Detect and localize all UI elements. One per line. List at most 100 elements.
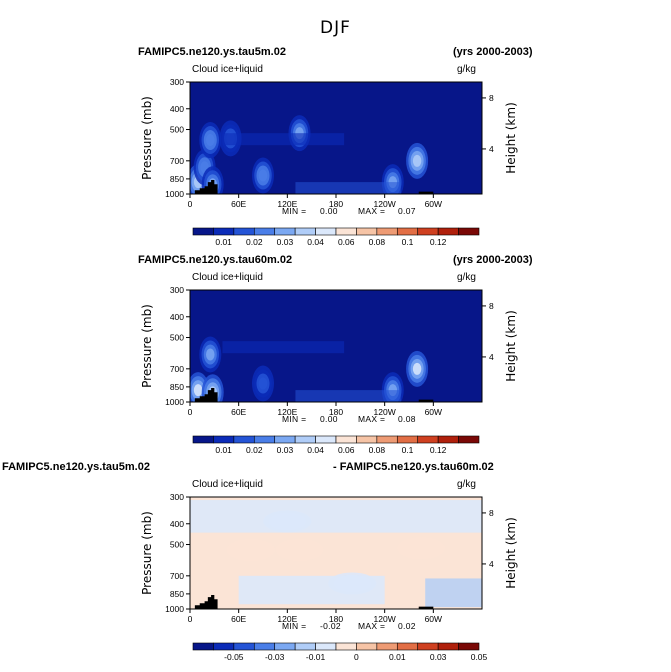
colorbar-swatch	[253, 227, 276, 236]
x-tick-label: 60W	[425, 199, 442, 209]
colorbar-swatch	[376, 435, 398, 444]
topography-andes	[418, 191, 434, 194]
x-tick-label: 120W	[374, 199, 396, 209]
x-tick-label: 120E	[277, 199, 297, 209]
panel-subtitle: Cloud ice+liquid	[192, 272, 263, 283]
colorbar-label: 0.08	[369, 237, 386, 247]
y-tick-label: 500	[170, 540, 184, 550]
colorbar-label: 0.06	[338, 237, 355, 247]
colorbar-swatch	[253, 642, 276, 651]
cloud-feature-0	[193, 384, 203, 397]
x-tick-label: 0	[188, 407, 193, 417]
max-value: 0.02	[398, 621, 416, 631]
mid-cloud-band	[222, 341, 345, 354]
panel-title-left: FAMIPC5.ne120.ys.tau60m.02	[138, 254, 293, 266]
y-axis-label: Pressure (mb)	[140, 96, 154, 180]
colorbar-label: 0.12	[430, 237, 447, 247]
colorbar-swatch	[356, 435, 378, 444]
panel-1: 300 400 500 700 850 1000 8 4 0 60E 120E 180 120W 60W P…	[140, 77, 518, 247]
colorbar-swatch	[458, 227, 480, 236]
max-label: MAX =	[358, 206, 386, 216]
colorbar-swatch	[213, 227, 235, 236]
colorbar-label: 0	[354, 652, 359, 662]
colorbar-label: -0.03	[265, 652, 285, 662]
x-tick-label: 180	[329, 199, 343, 209]
colorbar-label: 0.01	[389, 652, 406, 662]
x-tick-label: 60E	[231, 614, 246, 624]
cloud-feature-8	[412, 154, 422, 167]
colorbar-swatch	[396, 227, 419, 236]
colorbar-label: 0.06	[338, 445, 355, 455]
cloud-feature-2	[206, 134, 215, 147]
y-right-tick-label: 8	[489, 93, 494, 103]
y-right-axis-label: Height (km)	[504, 517, 518, 588]
y-tick-label: 400	[170, 312, 184, 322]
max-value: 0.08	[398, 414, 416, 424]
panel-3: 300 400 500 700 850 1000 8 4 0 60E 120E 180 120W 60W P…	[140, 492, 518, 662]
colorbar-swatch	[192, 435, 214, 444]
y-tick-label: 500	[170, 333, 184, 343]
colorbar-swatch	[192, 642, 214, 651]
colorbar-swatch	[376, 227, 398, 236]
y-axis-label: Pressure (mb)	[140, 511, 154, 595]
colorbar-swatch	[294, 435, 316, 444]
x-tick-label: 120W	[374, 407, 396, 417]
x-tick-label: 0	[188, 614, 193, 624]
colorbar-label: 0.02	[246, 237, 263, 247]
colorbar-swatch	[213, 642, 235, 651]
min-value: 0.00	[320, 206, 338, 216]
y-tick-label: 300	[170, 492, 184, 502]
colorbar-swatch	[396, 435, 419, 444]
y-axis-label: Pressure (mb)	[140, 304, 154, 388]
colorbar-label: 0.01	[215, 445, 232, 455]
colorbar-label: 0.08	[369, 445, 386, 455]
y-tick-label: 700	[170, 156, 184, 166]
colorbar-label: 0.1	[402, 445, 414, 455]
colorbar-swatch	[356, 227, 378, 236]
x-tick-label: 60W	[425, 407, 442, 417]
x-tick-label: 60E	[231, 199, 246, 209]
colorbar-swatch	[335, 642, 357, 651]
colorbar-swatch	[437, 435, 459, 444]
colorbar-swatch	[253, 435, 276, 444]
east-negative-band	[425, 578, 482, 608]
colorbar-label: 0.1	[402, 237, 414, 247]
x-tick-label: 0	[188, 199, 193, 209]
y-tick-label: 1000	[165, 397, 184, 407]
topography	[194, 179, 218, 194]
colorbar-label: 0.01	[215, 237, 232, 247]
cloud-feature-3	[258, 377, 268, 390]
y-tick-label: 850	[170, 382, 184, 392]
colorbar-label: 0.02	[246, 445, 263, 455]
panel-title-right: - FAMIPC5.ne120.ys.tau60m.02	[333, 461, 494, 473]
y-tick-label: 500	[170, 125, 184, 135]
panel-units: g/kg	[457, 64, 476, 75]
topography-andes	[418, 606, 434, 609]
x-tick-label: 120E	[277, 407, 297, 417]
y-right-tick-label: 4	[489, 559, 494, 569]
colorbar-swatch	[233, 227, 255, 236]
panel-subtitle: Cloud ice+liquid	[192, 64, 263, 75]
colorbar-swatch	[294, 642, 316, 651]
y-tick-label: 300	[170, 77, 184, 87]
low-cloud-band	[295, 390, 401, 402]
topography	[194, 387, 218, 402]
colorbar-label: 0.04	[307, 445, 324, 455]
min-label: MIN =	[282, 621, 307, 631]
colorbar-swatch	[458, 435, 480, 444]
max-label: MAX =	[358, 621, 386, 631]
colorbar-label: -0.01	[306, 652, 326, 662]
y-tick-label: 400	[170, 519, 184, 529]
upper-negative-band	[190, 500, 482, 533]
colorbar-swatch	[233, 435, 255, 444]
colorbar-swatch	[437, 227, 459, 236]
figure-title: DJF	[320, 18, 351, 38]
colorbar-label: 0.03	[430, 652, 447, 662]
panel-title-right: (yrs 2000-2003)	[453, 46, 533, 58]
colorbar-swatch	[315, 435, 337, 444]
max-value: 0.07	[398, 206, 416, 216]
topography	[194, 594, 218, 609]
x-tick-label: 60E	[231, 407, 246, 417]
max-label: MAX =	[358, 414, 386, 424]
